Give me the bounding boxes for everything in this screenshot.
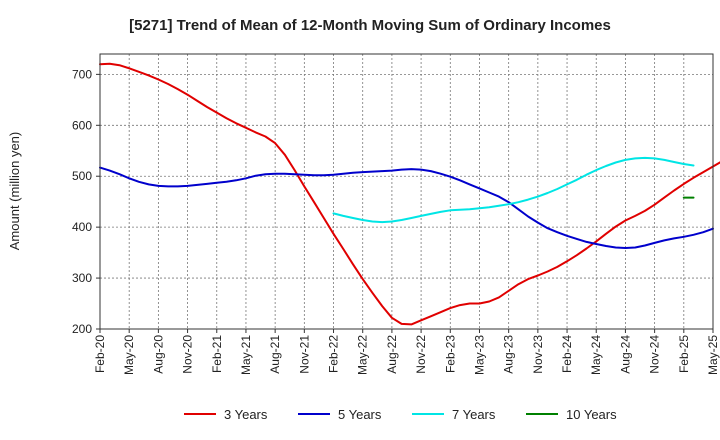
y-axis-label: Amount (million yen) bbox=[7, 132, 22, 251]
y-ticks: 200 300 400 500 600 700 bbox=[72, 67, 100, 336]
legend: 3 Years 5 Years 7 Years 10 Years bbox=[184, 407, 617, 422]
x-tick-label: May-23 bbox=[472, 335, 486, 375]
series-line-3-years bbox=[99, 62, 720, 326]
x-tick-label: May-21 bbox=[239, 335, 253, 375]
x-tick-label: Feb-21 bbox=[210, 335, 224, 373]
y-tick-label: 500 bbox=[72, 169, 92, 183]
x-tick-label: Feb-24 bbox=[560, 335, 574, 373]
y-tick-label: 300 bbox=[72, 271, 92, 285]
legend-label-5-years: 5 Years bbox=[338, 407, 382, 422]
x-tick-label: Feb-23 bbox=[443, 335, 457, 373]
series-line-7-years bbox=[332, 156, 695, 224]
x-tick-label: Aug-23 bbox=[502, 335, 516, 374]
x-tick-label: May-22 bbox=[356, 335, 370, 375]
y-tick-label: 600 bbox=[72, 118, 92, 132]
x-tick-label: Nov-20 bbox=[181, 335, 195, 374]
plot-frame bbox=[99, 53, 714, 330]
legend-label-7-years: 7 Years bbox=[452, 407, 496, 422]
y-tick-label: 400 bbox=[72, 220, 92, 234]
x-tick-label: Nov-23 bbox=[531, 335, 545, 374]
x-tick-label: Aug-21 bbox=[268, 335, 282, 374]
x-ticks: Feb-20 May-20 Aug-20 Nov-20 Feb-21 May-21 Aug-… bbox=[93, 329, 720, 375]
chart-title: [5271] Trend of Mean of 12-Month Moving … bbox=[129, 17, 611, 34]
x-tick-label: Aug-22 bbox=[385, 335, 399, 374]
x-tick-label: May-25 bbox=[706, 335, 720, 375]
x-tick-label: Nov-24 bbox=[648, 335, 662, 374]
x-tick-label: Aug-24 bbox=[618, 335, 632, 374]
series-lines bbox=[99, 62, 720, 326]
y-tick-label: 200 bbox=[72, 322, 92, 336]
x-tick-label: Aug-20 bbox=[151, 335, 165, 374]
x-tick-label: Feb-20 bbox=[93, 335, 107, 373]
legend-label-10-years: 10 Years bbox=[566, 407, 617, 422]
x-tick-label: Feb-25 bbox=[677, 335, 691, 373]
x-tick-label: Nov-21 bbox=[297, 335, 311, 374]
x-tick-label: May-20 bbox=[122, 335, 136, 375]
legend-label-3-years: 3 Years bbox=[224, 407, 268, 422]
y-tick-label: 700 bbox=[72, 67, 92, 81]
x-tick-label: Nov-22 bbox=[414, 335, 428, 374]
x-tick-label: May-24 bbox=[589, 335, 603, 375]
grid bbox=[99, 54, 714, 330]
series-line-5-years bbox=[99, 166, 714, 249]
x-tick-label: Feb-22 bbox=[327, 335, 341, 373]
